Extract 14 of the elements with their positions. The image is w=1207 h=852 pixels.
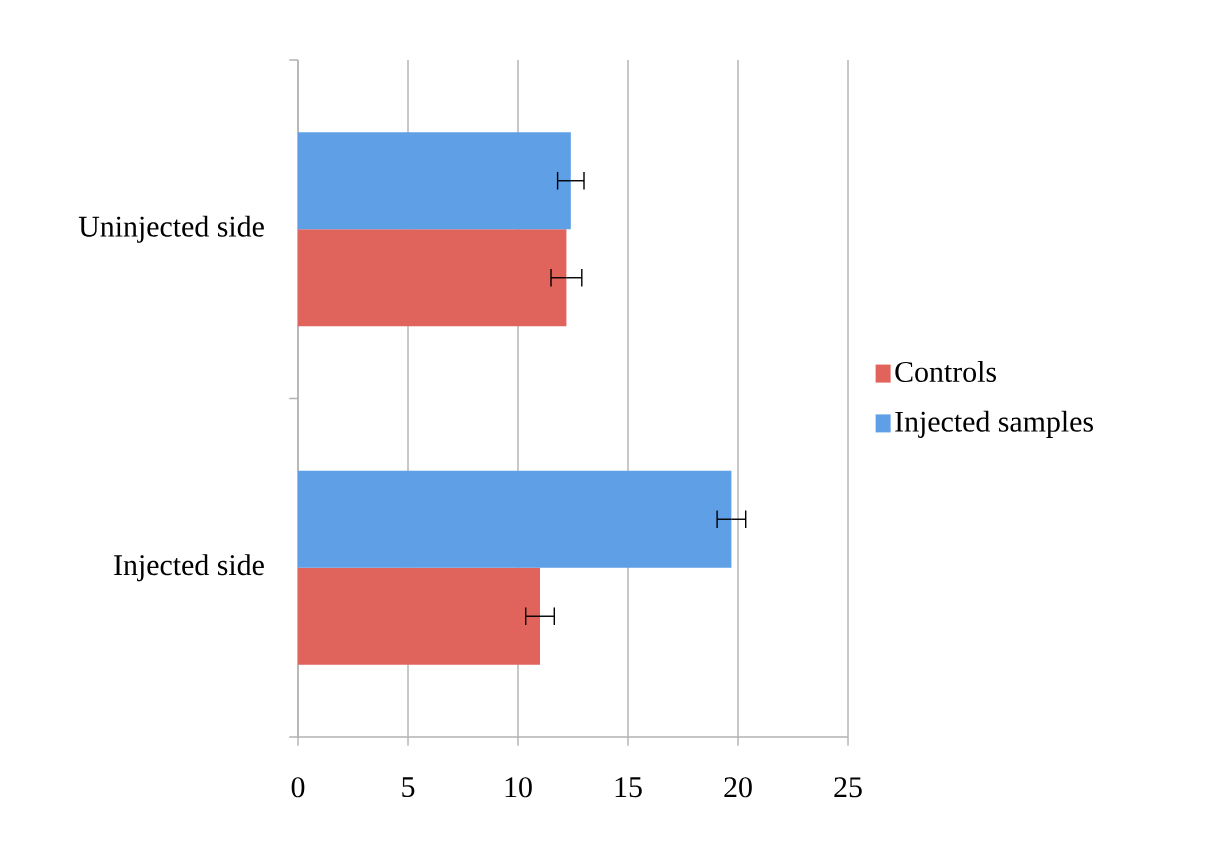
x-tick-label: 25 [834,777,862,798]
bar [298,229,567,327]
bar [298,470,732,568]
x-tick-label: 15 [615,777,642,798]
x-tick-label: 10 [505,777,532,798]
x-tick-label: 0 [291,777,305,798]
legend-label: Controls [895,360,996,383]
x-tick-label: 20 [724,777,752,798]
x-tick-label: 5 [402,777,415,798]
legend-label: Injected samples [895,410,1093,438]
y-tick-label: Injected side [114,554,264,582]
bar [298,132,571,230]
bar [298,567,540,665]
y-tick-label: Uninjected side [78,215,264,243]
